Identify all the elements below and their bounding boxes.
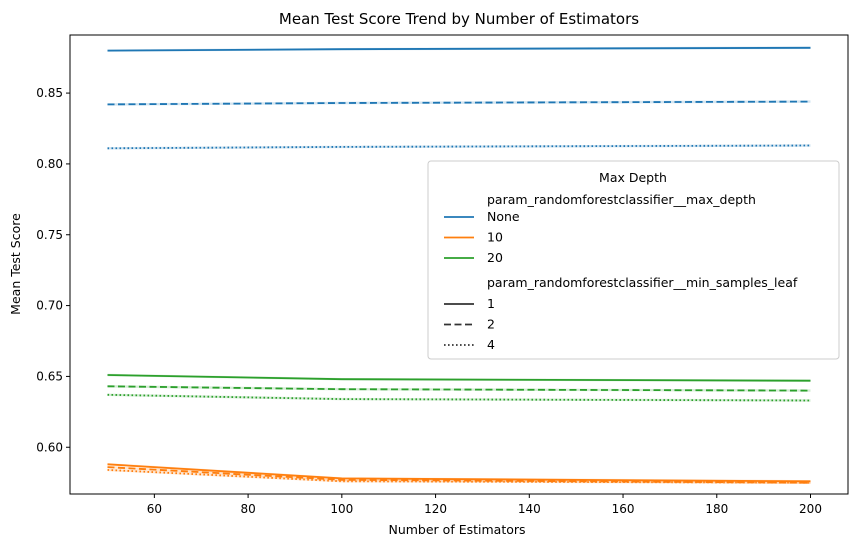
chart-title: Mean Test Score Trend by Number of Estim… <box>279 10 639 28</box>
y-tick-label: 0.85 <box>36 86 63 100</box>
x-tick-label: 160 <box>612 502 635 516</box>
y-tick-label: 0.75 <box>36 228 63 242</box>
legend-style-label-4: 4 <box>487 337 495 352</box>
legend-style-label-2: 2 <box>487 317 495 332</box>
x-tick-label: 180 <box>705 502 728 516</box>
legend-style-title: param_randomforestclassifier__min_sample… <box>487 275 798 290</box>
series-line-4 <box>107 385 811 392</box>
y-axis: 0.60 0.65 0.70 0.75 0.80 0.85 <box>36 86 70 454</box>
series-line-6 <box>107 463 811 483</box>
series-line-7 <box>107 466 811 484</box>
legend: Max Depth param_randomforestclassifier__… <box>427 160 840 360</box>
y-tick-label: 0.65 <box>36 369 63 383</box>
x-tick-label: 140 <box>518 502 541 516</box>
legend-style-label-1: 1 <box>487 296 495 311</box>
legend-label-20: 20 <box>487 250 503 265</box>
y-tick-label: 0.80 <box>36 157 63 171</box>
x-tick-label: 60 <box>147 502 162 516</box>
x-tick-label: 80 <box>240 502 255 516</box>
legend-label-10: 10 <box>487 230 503 245</box>
legend-box <box>427 160 840 360</box>
series-line-3 <box>107 374 811 382</box>
x-axis-label: Number of Estimators <box>388 522 525 537</box>
legend-label-None: None <box>487 209 520 224</box>
series-band-2 <box>107 144 811 150</box>
series-line-1 <box>107 100 811 106</box>
y-tick-label: 0.60 <box>36 440 63 454</box>
y-tick-label: 0.70 <box>36 299 63 313</box>
x-tick-label: 200 <box>799 502 822 516</box>
x-axis: 60 80 100 120 140 160 180 200 <box>147 494 822 516</box>
series-band-5 <box>107 393 811 402</box>
series-line-0 <box>107 46 811 52</box>
x-tick-label: 120 <box>424 502 447 516</box>
series-layer <box>107 46 811 484</box>
x-tick-label: 100 <box>330 502 353 516</box>
plot-frame <box>69 34 849 495</box>
y-axis-label: Mean Test Score <box>8 213 23 315</box>
legend-hue-title: param_randomforestclassifier__max_depth <box>487 192 756 207</box>
legend-title: Max Depth <box>599 170 667 185</box>
